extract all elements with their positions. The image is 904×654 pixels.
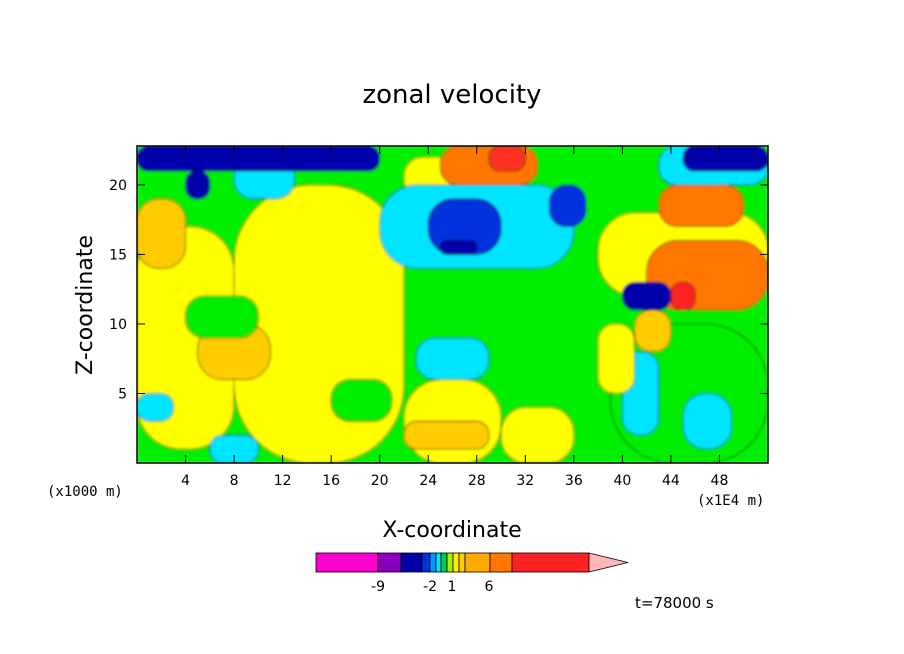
colorbar-arrow (588, 552, 629, 573)
field-region (549, 184, 587, 228)
field-region (185, 170, 211, 200)
colorbar-swatch (435, 552, 442, 573)
colorbar-swatch (452, 552, 460, 573)
x-tick-label: 20 (371, 473, 389, 489)
x-tick-label: 28 (468, 473, 486, 489)
x-tick-label: 4 (181, 473, 190, 489)
colorbar-swatch (446, 552, 454, 573)
field-region (634, 309, 672, 353)
y-tick-label: 20 (109, 178, 127, 194)
colorbar-tick-label: 6 (485, 579, 494, 595)
field-region (682, 146, 768, 172)
field-region (403, 420, 490, 450)
y-axis: 5 10 15 20 (109, 178, 768, 402)
field-region (439, 240, 478, 255)
colorbar-tick-label: -9 (371, 579, 385, 595)
field-region (500, 406, 575, 463)
colorbar-swatch (400, 552, 423, 573)
x-tick-label: 12 (274, 473, 292, 489)
colorbar-swatch (489, 552, 513, 573)
colorbar-swatch (511, 552, 590, 573)
velocity-field (137, 146, 768, 463)
x-tick-label: 48 (711, 473, 729, 489)
x-unit-label-secondary: (x1E4 m) (697, 493, 764, 509)
field-region (621, 281, 672, 311)
colorbar-swatch (377, 552, 402, 573)
colorbar-swatch (458, 552, 466, 573)
chart-title: zonal velocity (362, 80, 541, 110)
colorbar-swatch (421, 552, 431, 573)
color-legend-labels: -9 -2 1 6 (371, 579, 494, 595)
field-region (415, 337, 490, 380)
color-legend (315, 552, 629, 573)
x-tick-label: 36 (565, 473, 583, 489)
colorbar-swatch (440, 552, 448, 573)
field-region (137, 393, 174, 422)
field-region (670, 281, 696, 311)
colorbar-swatch (315, 552, 379, 573)
x-tick-label: 16 (322, 473, 340, 489)
colorbar-tick-label: -2 (423, 579, 437, 595)
field-region (185, 295, 259, 339)
x-tick-label: 32 (516, 473, 534, 489)
y-tick-label: 5 (118, 386, 127, 402)
time-label: t=78000 s (635, 594, 714, 612)
field-region (488, 146, 526, 172)
field-region (658, 184, 745, 228)
colorbar-swatch (429, 552, 437, 573)
field-region (597, 323, 635, 394)
field-region (137, 198, 186, 269)
y-tick-label: 10 (109, 317, 127, 333)
x-axis: 4 8 12 16 20 24 28 32 36 40 44 48 (181, 146, 728, 489)
x-unit-label: (x1000 m) (47, 484, 123, 500)
x-tick-label: 40 (613, 473, 631, 489)
field-region (330, 379, 393, 422)
plot-area (136, 145, 769, 464)
x-tick-label: 44 (662, 473, 680, 489)
x-tick-label: 8 (230, 473, 239, 489)
x-tick-label: 24 (419, 473, 437, 489)
plot-frame (136, 145, 769, 464)
colorbar-tick-label: 1 (448, 579, 457, 595)
y-tick-label: 15 (109, 247, 127, 263)
field-region (682, 393, 732, 450)
colorbar-swatch (464, 552, 491, 573)
field-region (137, 146, 381, 172)
y-axis-title: Z-coordinate (73, 235, 98, 375)
field-region (233, 184, 405, 463)
x-axis-title: X-coordinate (382, 518, 521, 543)
field-region (209, 434, 259, 463)
